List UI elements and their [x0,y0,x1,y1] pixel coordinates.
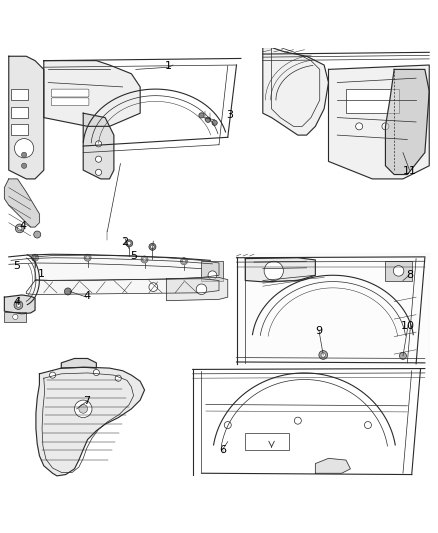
Circle shape [49,372,56,378]
Polygon shape [26,279,219,295]
Polygon shape [237,253,429,365]
FancyBboxPatch shape [51,89,89,97]
Circle shape [141,256,148,263]
Text: 8: 8 [406,270,413,280]
Circle shape [95,141,102,147]
Circle shape [95,169,102,175]
Polygon shape [36,367,145,476]
Circle shape [74,400,92,418]
Circle shape [199,113,204,118]
Circle shape [382,123,389,130]
Polygon shape [315,458,350,473]
Circle shape [18,226,22,231]
Circle shape [115,375,121,381]
Polygon shape [35,255,219,280]
FancyBboxPatch shape [245,433,289,450]
Circle shape [399,352,406,359]
Circle shape [212,120,217,125]
Circle shape [294,417,301,424]
Circle shape [93,369,99,376]
Text: 11: 11 [403,166,417,176]
Polygon shape [263,47,328,135]
Circle shape [33,256,37,260]
Polygon shape [245,258,315,282]
Circle shape [86,256,89,260]
Circle shape [127,241,131,245]
Circle shape [64,288,71,295]
Circle shape [321,353,325,357]
FancyBboxPatch shape [4,312,26,322]
Circle shape [182,260,186,263]
Text: 1: 1 [165,61,172,71]
Circle shape [79,405,88,413]
FancyBboxPatch shape [51,98,89,106]
Circle shape [208,271,217,280]
Circle shape [21,163,27,168]
Polygon shape [385,69,429,174]
Circle shape [15,224,24,233]
Circle shape [32,254,39,261]
Polygon shape [9,56,44,179]
Circle shape [95,156,102,162]
Text: 2: 2 [121,237,128,247]
Text: 6: 6 [219,445,226,455]
Text: 3: 3 [226,110,233,120]
Polygon shape [4,179,39,227]
Circle shape [364,422,371,429]
Text: 9: 9 [315,326,322,336]
Text: 1: 1 [38,269,45,279]
Circle shape [16,303,21,307]
FancyBboxPatch shape [11,124,28,135]
Circle shape [149,243,156,251]
FancyBboxPatch shape [11,107,28,118]
Circle shape [149,282,158,292]
Circle shape [143,258,146,261]
Polygon shape [83,113,114,179]
Text: 7: 7 [83,397,90,406]
Polygon shape [61,359,96,368]
Circle shape [319,351,328,359]
Polygon shape [44,61,140,126]
Circle shape [393,265,404,276]
Polygon shape [328,65,429,179]
Text: 5: 5 [130,251,137,261]
Circle shape [205,117,211,123]
Circle shape [356,123,363,130]
Circle shape [180,258,187,265]
FancyBboxPatch shape [201,261,223,280]
FancyBboxPatch shape [11,89,28,100]
FancyBboxPatch shape [346,89,399,113]
Polygon shape [166,278,228,301]
Circle shape [34,231,41,238]
Text: 5: 5 [13,261,20,271]
Polygon shape [4,295,35,314]
Circle shape [14,139,34,158]
Circle shape [224,422,231,429]
Text: 10: 10 [401,321,415,330]
Circle shape [126,240,133,247]
Circle shape [196,284,207,295]
Text: 4: 4 [19,221,26,231]
Text: 4: 4 [83,291,90,301]
Circle shape [264,261,283,280]
FancyBboxPatch shape [385,261,412,280]
Text: 4: 4 [13,297,20,308]
Circle shape [151,245,154,248]
Circle shape [14,301,23,310]
Circle shape [13,314,18,319]
Circle shape [84,254,91,261]
Circle shape [21,152,27,157]
